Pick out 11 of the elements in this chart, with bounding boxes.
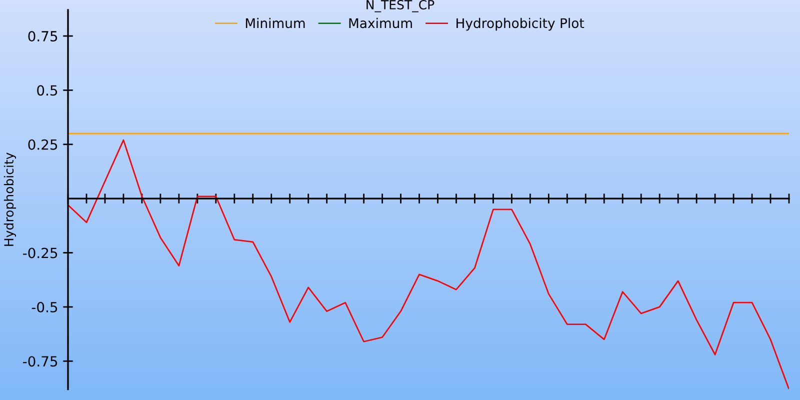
legend-label: Maximum bbox=[349, 18, 412, 28]
chart-title: N_TEST_CP bbox=[366, 0, 434, 12]
y-tick-label: 0.5 bbox=[37, 85, 58, 96]
y-tick-label: -0.25 bbox=[23, 248, 58, 258]
y-tick-label: 0.75 bbox=[28, 30, 58, 42]
y-tick-label: 0.25 bbox=[28, 139, 58, 150]
legend-label: Minimum bbox=[246, 18, 305, 28]
y-tick-label: -0.5 bbox=[32, 302, 58, 312]
y-axis-title: Hydrophobicity bbox=[4, 152, 16, 246]
y-tick-label: -0.75 bbox=[23, 356, 58, 367]
legend-label: Hydrophobicity Plot bbox=[456, 18, 584, 31]
